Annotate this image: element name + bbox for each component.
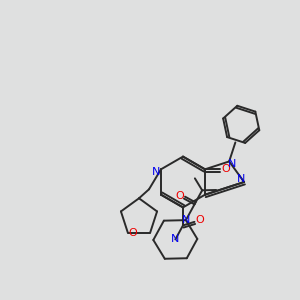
- Text: O: O: [128, 228, 137, 238]
- Text: N: N: [171, 235, 179, 244]
- Text: N: N: [182, 215, 190, 225]
- Text: N: N: [228, 159, 236, 170]
- Text: O: O: [222, 164, 230, 174]
- Text: O: O: [175, 191, 184, 201]
- Text: N: N: [237, 174, 245, 184]
- Text: O: O: [196, 215, 205, 225]
- Text: N: N: [152, 167, 160, 177]
